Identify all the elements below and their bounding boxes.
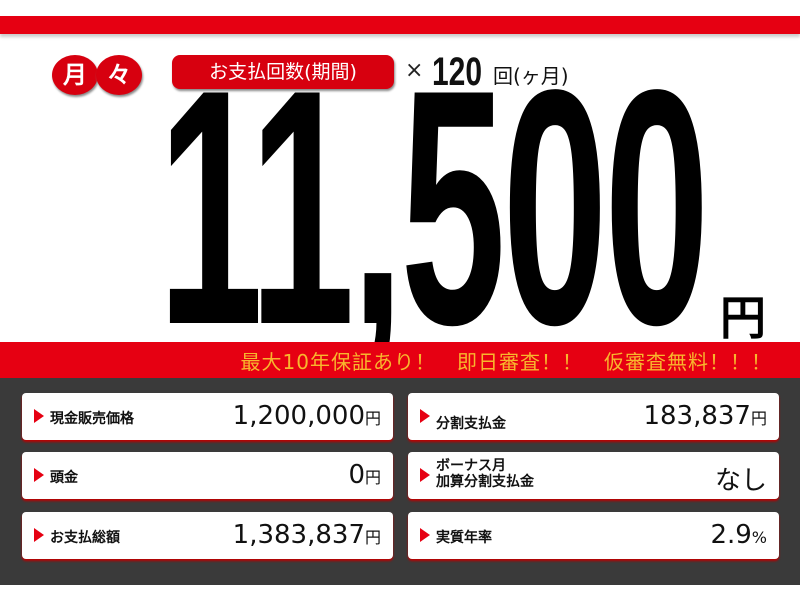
detail-value: 1,200,000 xyxy=(232,401,365,431)
payment-count: 120 xyxy=(432,50,483,94)
triangle-icon xyxy=(420,409,430,423)
triangle-icon xyxy=(34,409,44,423)
detail-installment: 分割支払金 183,837円 xyxy=(408,393,779,440)
detail-label: ボーナス月 加算分割支払金 xyxy=(436,458,534,490)
detail-unit: 円 xyxy=(364,409,381,428)
monthly-badge: 月 々 xyxy=(52,55,144,95)
detail-value: なし xyxy=(714,466,767,496)
payment-count-unit: 回(ヶ月) xyxy=(493,64,569,88)
detail-label: 分割支払金 xyxy=(436,416,506,432)
detail-label-line: ボーナス月 xyxy=(436,458,506,474)
triangle-icon xyxy=(34,528,44,542)
detail-total: お支払総額 1,383,837円 xyxy=(22,512,393,559)
detail-down-payment: 頭金 0円 xyxy=(22,452,393,499)
promo-text: 最大10年保証あり！ 即日審査！！ 仮審査無料！！！ xyxy=(240,350,772,374)
detail-label: 現金販売価格 xyxy=(50,411,134,427)
detail-value: 183,837 xyxy=(643,401,751,431)
monthly-badge-char: 々 xyxy=(96,55,142,95)
detail-unit: % xyxy=(751,528,767,547)
times-sign: × xyxy=(405,58,424,83)
detail-value: 1,383,837 xyxy=(232,520,365,550)
monthly-price-unit: 円 xyxy=(720,291,766,345)
details-panel: 現金販売価格 1,200,000円 分割支払金 183,837円 頭金 0円 ボーナス… xyxy=(0,378,800,585)
detail-label: お支払総額 xyxy=(50,530,120,546)
monthly-badge-char: 月 xyxy=(52,55,98,95)
detail-value: 2.9 xyxy=(710,520,752,550)
detail-value: 0 xyxy=(348,460,365,490)
detail-bonus: ボーナス月 加算分割支払金 なし xyxy=(408,452,779,499)
promo-banner: 最大10年保証あり！ 即日審査！！ 仮審査無料！！！ xyxy=(0,342,800,378)
top-red-bar xyxy=(0,16,800,34)
detail-unit: 円 xyxy=(364,468,381,487)
detail-label: 実質年率 xyxy=(436,530,492,546)
triangle-icon xyxy=(34,468,44,482)
period-label: お支払回数(期間) xyxy=(172,55,394,89)
detail-apr: 実質年率 2.9% xyxy=(408,512,779,559)
monthly-price: 11,500 xyxy=(158,20,710,394)
detail-label: 頭金 xyxy=(50,470,78,486)
detail-unit: 円 xyxy=(750,409,767,428)
triangle-icon xyxy=(420,468,430,482)
detail-unit: 円 xyxy=(364,528,381,547)
detail-cash-price: 現金販売価格 1,200,000円 xyxy=(22,393,393,440)
triangle-icon xyxy=(420,528,430,542)
detail-label-line: 加算分割支払金 xyxy=(436,474,534,490)
